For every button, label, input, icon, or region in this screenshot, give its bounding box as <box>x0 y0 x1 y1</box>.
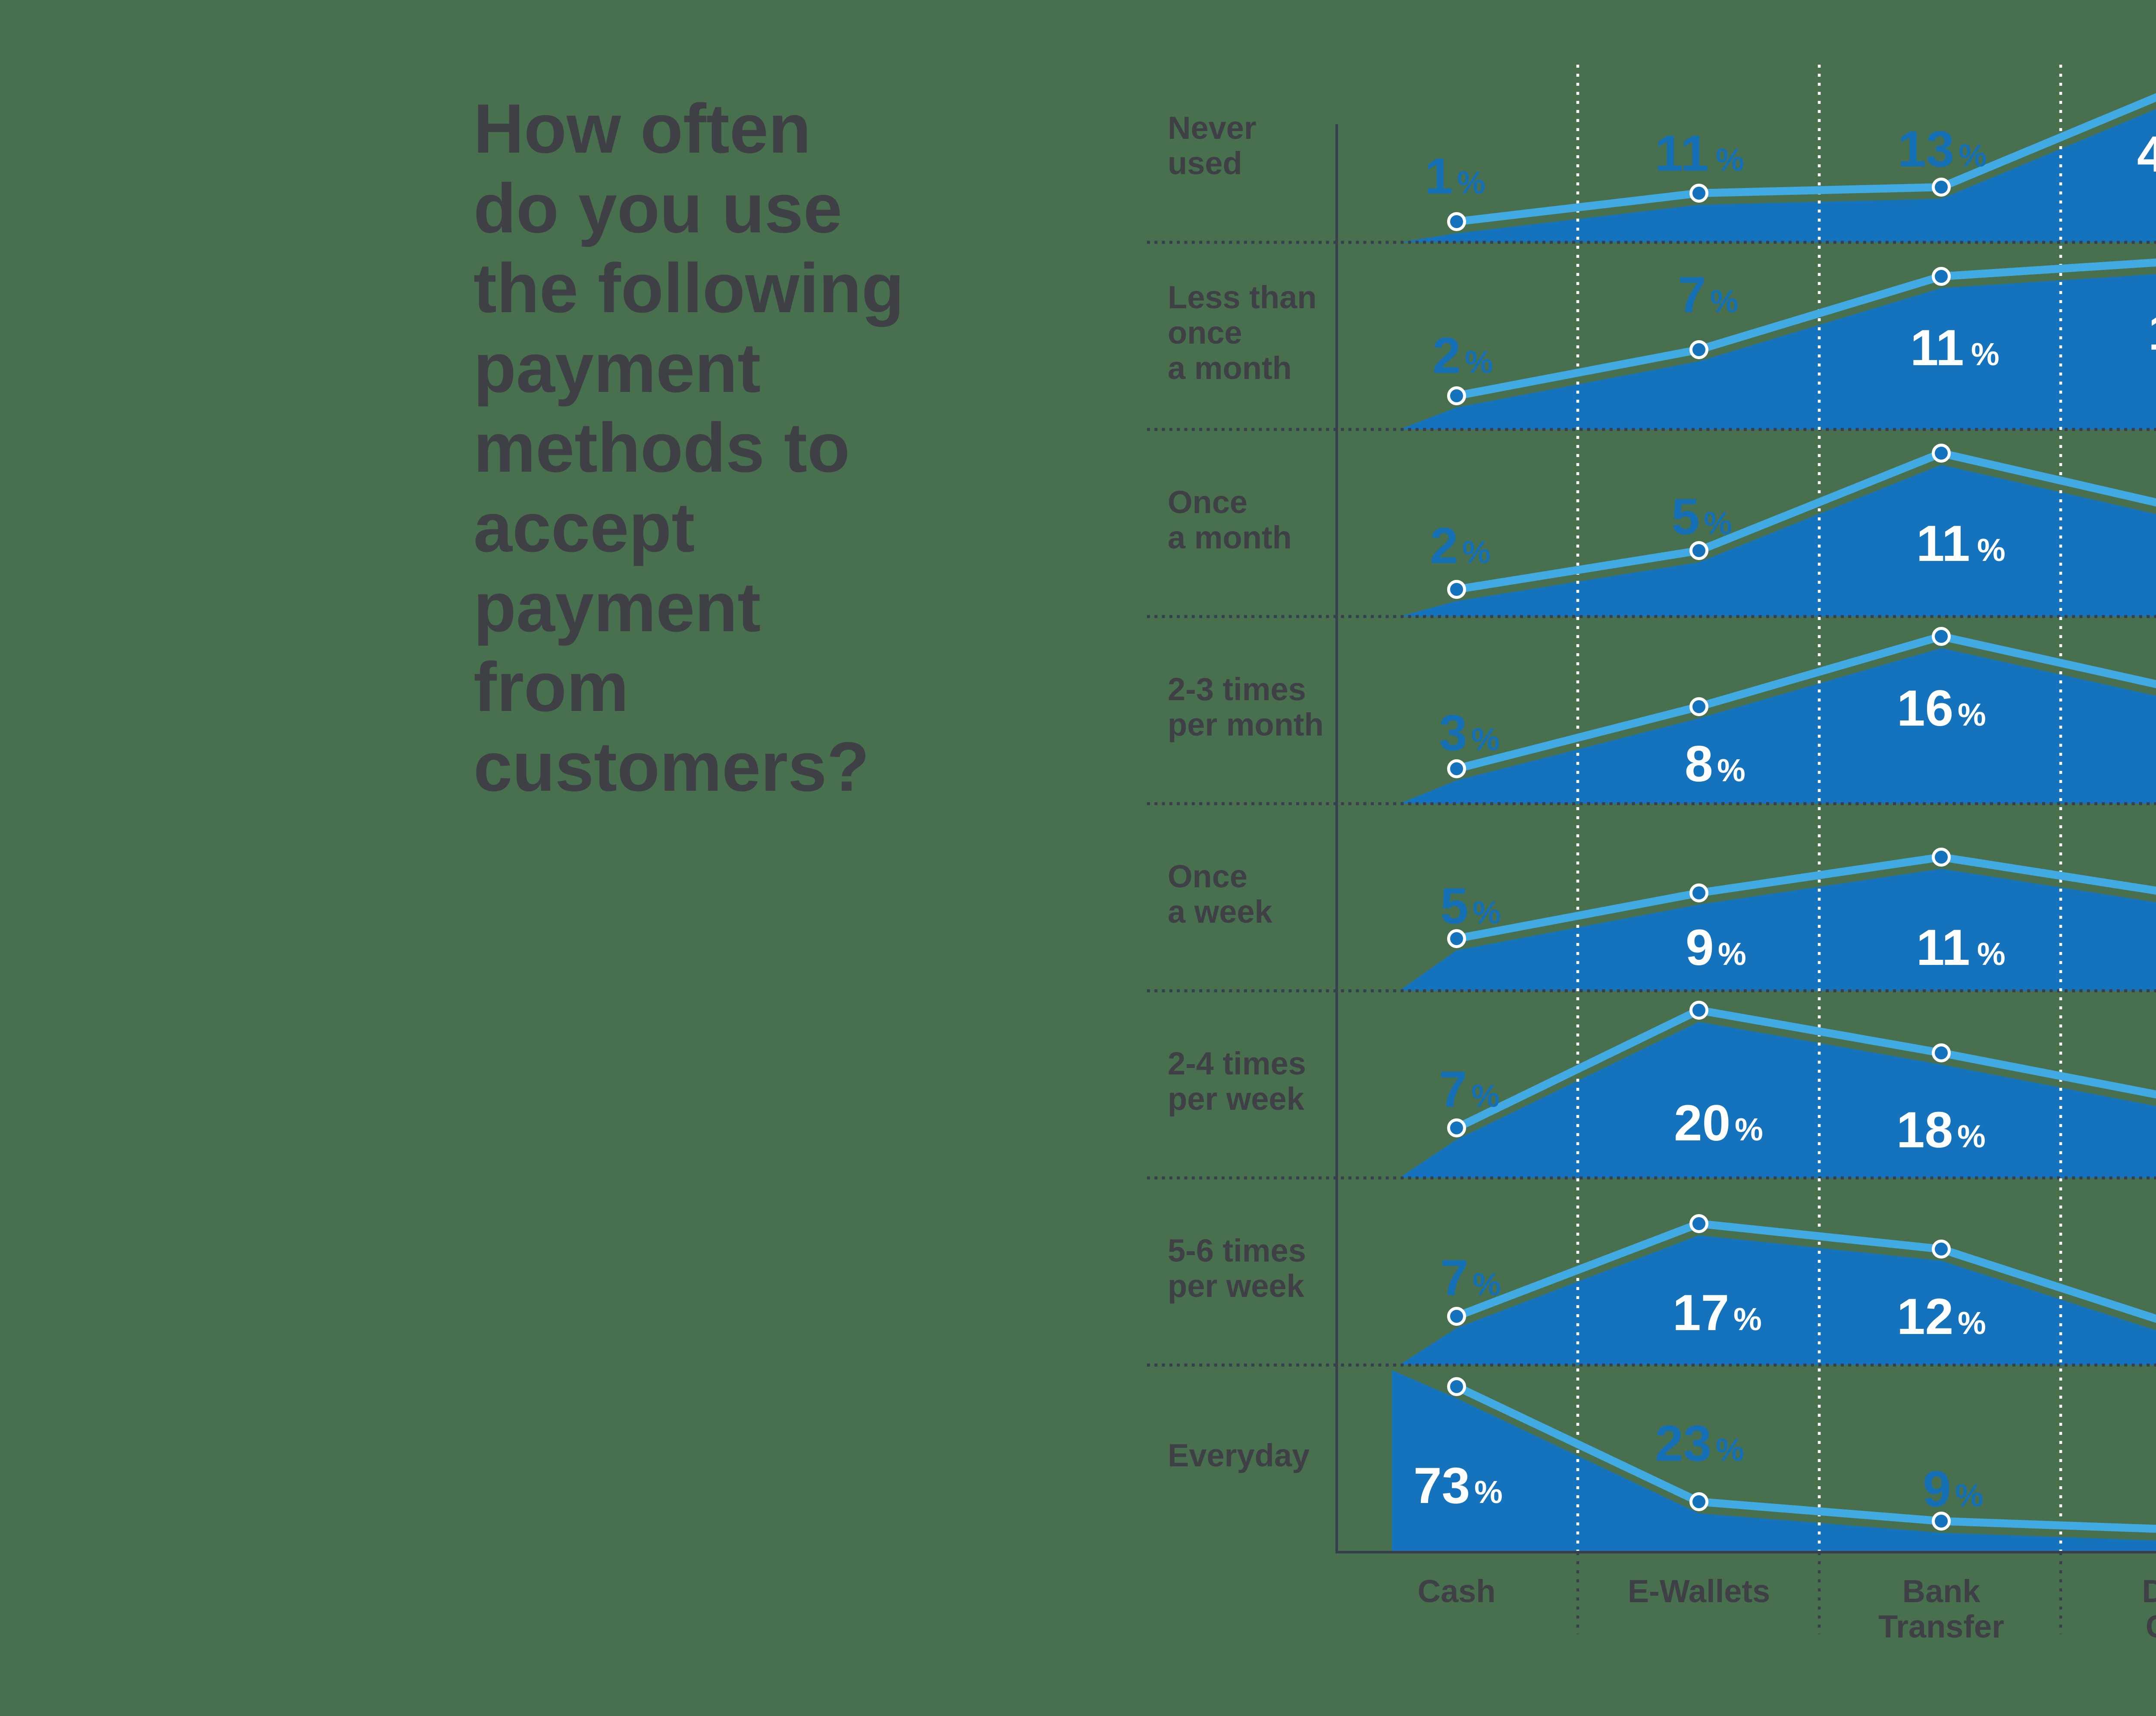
svg-text:a month: a month <box>1168 520 1292 555</box>
svg-text:Once: Once <box>1168 858 1247 894</box>
svg-text:from: from <box>473 648 629 726</box>
svg-text:How often: How often <box>473 90 811 168</box>
svg-text:Bank: Bank <box>1902 1573 1981 1609</box>
svg-text:Once: Once <box>1168 484 1247 520</box>
svg-text:once: once <box>1168 315 1242 351</box>
svg-text:2-3 times: 2-3 times <box>1168 671 1306 707</box>
svg-text:20: 20 <box>1674 1095 1730 1152</box>
svg-text:%: % <box>1704 505 1732 541</box>
svg-text:2: 2 <box>1432 327 1461 384</box>
svg-text:Debit: Debit <box>2142 1573 2156 1609</box>
svg-text:73: 73 <box>1413 1457 1470 1514</box>
svg-text:2: 2 <box>1430 517 1458 574</box>
svg-text:%: % <box>1471 721 1500 757</box>
svg-text:11: 11 <box>1910 319 1964 376</box>
svg-text:accept: accept <box>473 488 695 567</box>
svg-text:%: % <box>1465 344 1493 380</box>
svg-text:7: 7 <box>1678 266 1706 323</box>
svg-text:1: 1 <box>1425 148 1453 205</box>
svg-text:%: % <box>1959 138 1987 173</box>
svg-text:7: 7 <box>1440 1249 1469 1306</box>
svg-text:%: % <box>1710 283 1739 319</box>
svg-text:17: 17 <box>1673 1284 1729 1341</box>
svg-text:%: % <box>1717 752 1745 788</box>
svg-text:13: 13 <box>1898 121 1954 178</box>
svg-text:%: % <box>1957 1118 1986 1154</box>
svg-text:23: 23 <box>1655 1415 1711 1472</box>
svg-text:per week: per week <box>1168 1268 1305 1304</box>
svg-text:3: 3 <box>1439 705 1467 761</box>
svg-text:payment: payment <box>473 329 761 407</box>
svg-text:16: 16 <box>1897 680 1953 737</box>
svg-text:a month: a month <box>1168 350 1292 386</box>
svg-text:%: % <box>1971 336 1999 372</box>
svg-text:5: 5 <box>1440 878 1469 935</box>
svg-text:%: % <box>1474 1474 1503 1510</box>
svg-text:customers?: customers? <box>473 728 869 806</box>
svg-text:%: % <box>1977 936 2006 972</box>
svg-text:Card: Card <box>2146 1609 2156 1644</box>
svg-text:9: 9 <box>1923 1461 1951 1518</box>
svg-text:per week: per week <box>1168 1081 1305 1117</box>
svg-text:%: % <box>1457 165 1485 200</box>
svg-text:Cash: Cash <box>1418 1573 1496 1609</box>
svg-text:E-Wallets: E-Wallets <box>1628 1573 1770 1609</box>
svg-text:41: 41 <box>2137 126 2156 183</box>
svg-text:payment: payment <box>473 568 761 646</box>
svg-text:Transfer: Transfer <box>1878 1609 2004 1644</box>
svg-text:5: 5 <box>1671 488 1700 545</box>
svg-text:a week: a week <box>1168 894 1273 930</box>
svg-text:11: 11 <box>1655 125 1709 182</box>
svg-text:%: % <box>1958 1305 1986 1341</box>
svg-text:%: % <box>1473 895 1501 930</box>
svg-text:8: 8 <box>1685 736 1713 792</box>
svg-text:%: % <box>1735 1112 1763 1147</box>
svg-text:7: 7 <box>1439 1061 1467 1118</box>
svg-text:%: % <box>1958 697 1986 733</box>
svg-text:%: % <box>1473 1266 1501 1302</box>
svg-text:%: % <box>1718 936 1746 972</box>
svg-text:10: 10 <box>2153 1031 2156 1088</box>
svg-text:Everyday: Everyday <box>1168 1437 1310 1473</box>
svg-text:%: % <box>1462 534 1491 570</box>
svg-text:%: % <box>1977 532 2006 568</box>
svg-text:18: 18 <box>1896 1102 1953 1159</box>
svg-text:11: 11 <box>1916 515 1970 572</box>
svg-text:9: 9 <box>1686 919 1714 976</box>
svg-text:5-6 times: 5-6 times <box>1168 1233 1306 1268</box>
svg-text:do you use: do you use <box>473 169 842 247</box>
svg-text:the following: the following <box>473 249 904 327</box>
svg-text:%: % <box>1955 1478 1984 1513</box>
svg-text:%: % <box>1716 142 1744 178</box>
svg-text:%: % <box>1716 1432 1744 1468</box>
svg-text:12: 12 <box>1897 1288 1953 1345</box>
svg-text:%: % <box>1733 1301 1762 1337</box>
svg-text:used: used <box>1168 145 1242 181</box>
svg-text:Never: Never <box>1168 110 1257 146</box>
svg-text:methods to: methods to <box>473 409 850 487</box>
svg-text:Less than: Less than <box>1168 279 1316 315</box>
svg-text:per month: per month <box>1168 707 1324 742</box>
svg-text:2-4 times: 2-4 times <box>1168 1046 1306 1081</box>
svg-text:11: 11 <box>1916 919 1970 976</box>
svg-text:%: % <box>1471 1078 1500 1114</box>
svg-text:12: 12 <box>2148 304 2156 361</box>
